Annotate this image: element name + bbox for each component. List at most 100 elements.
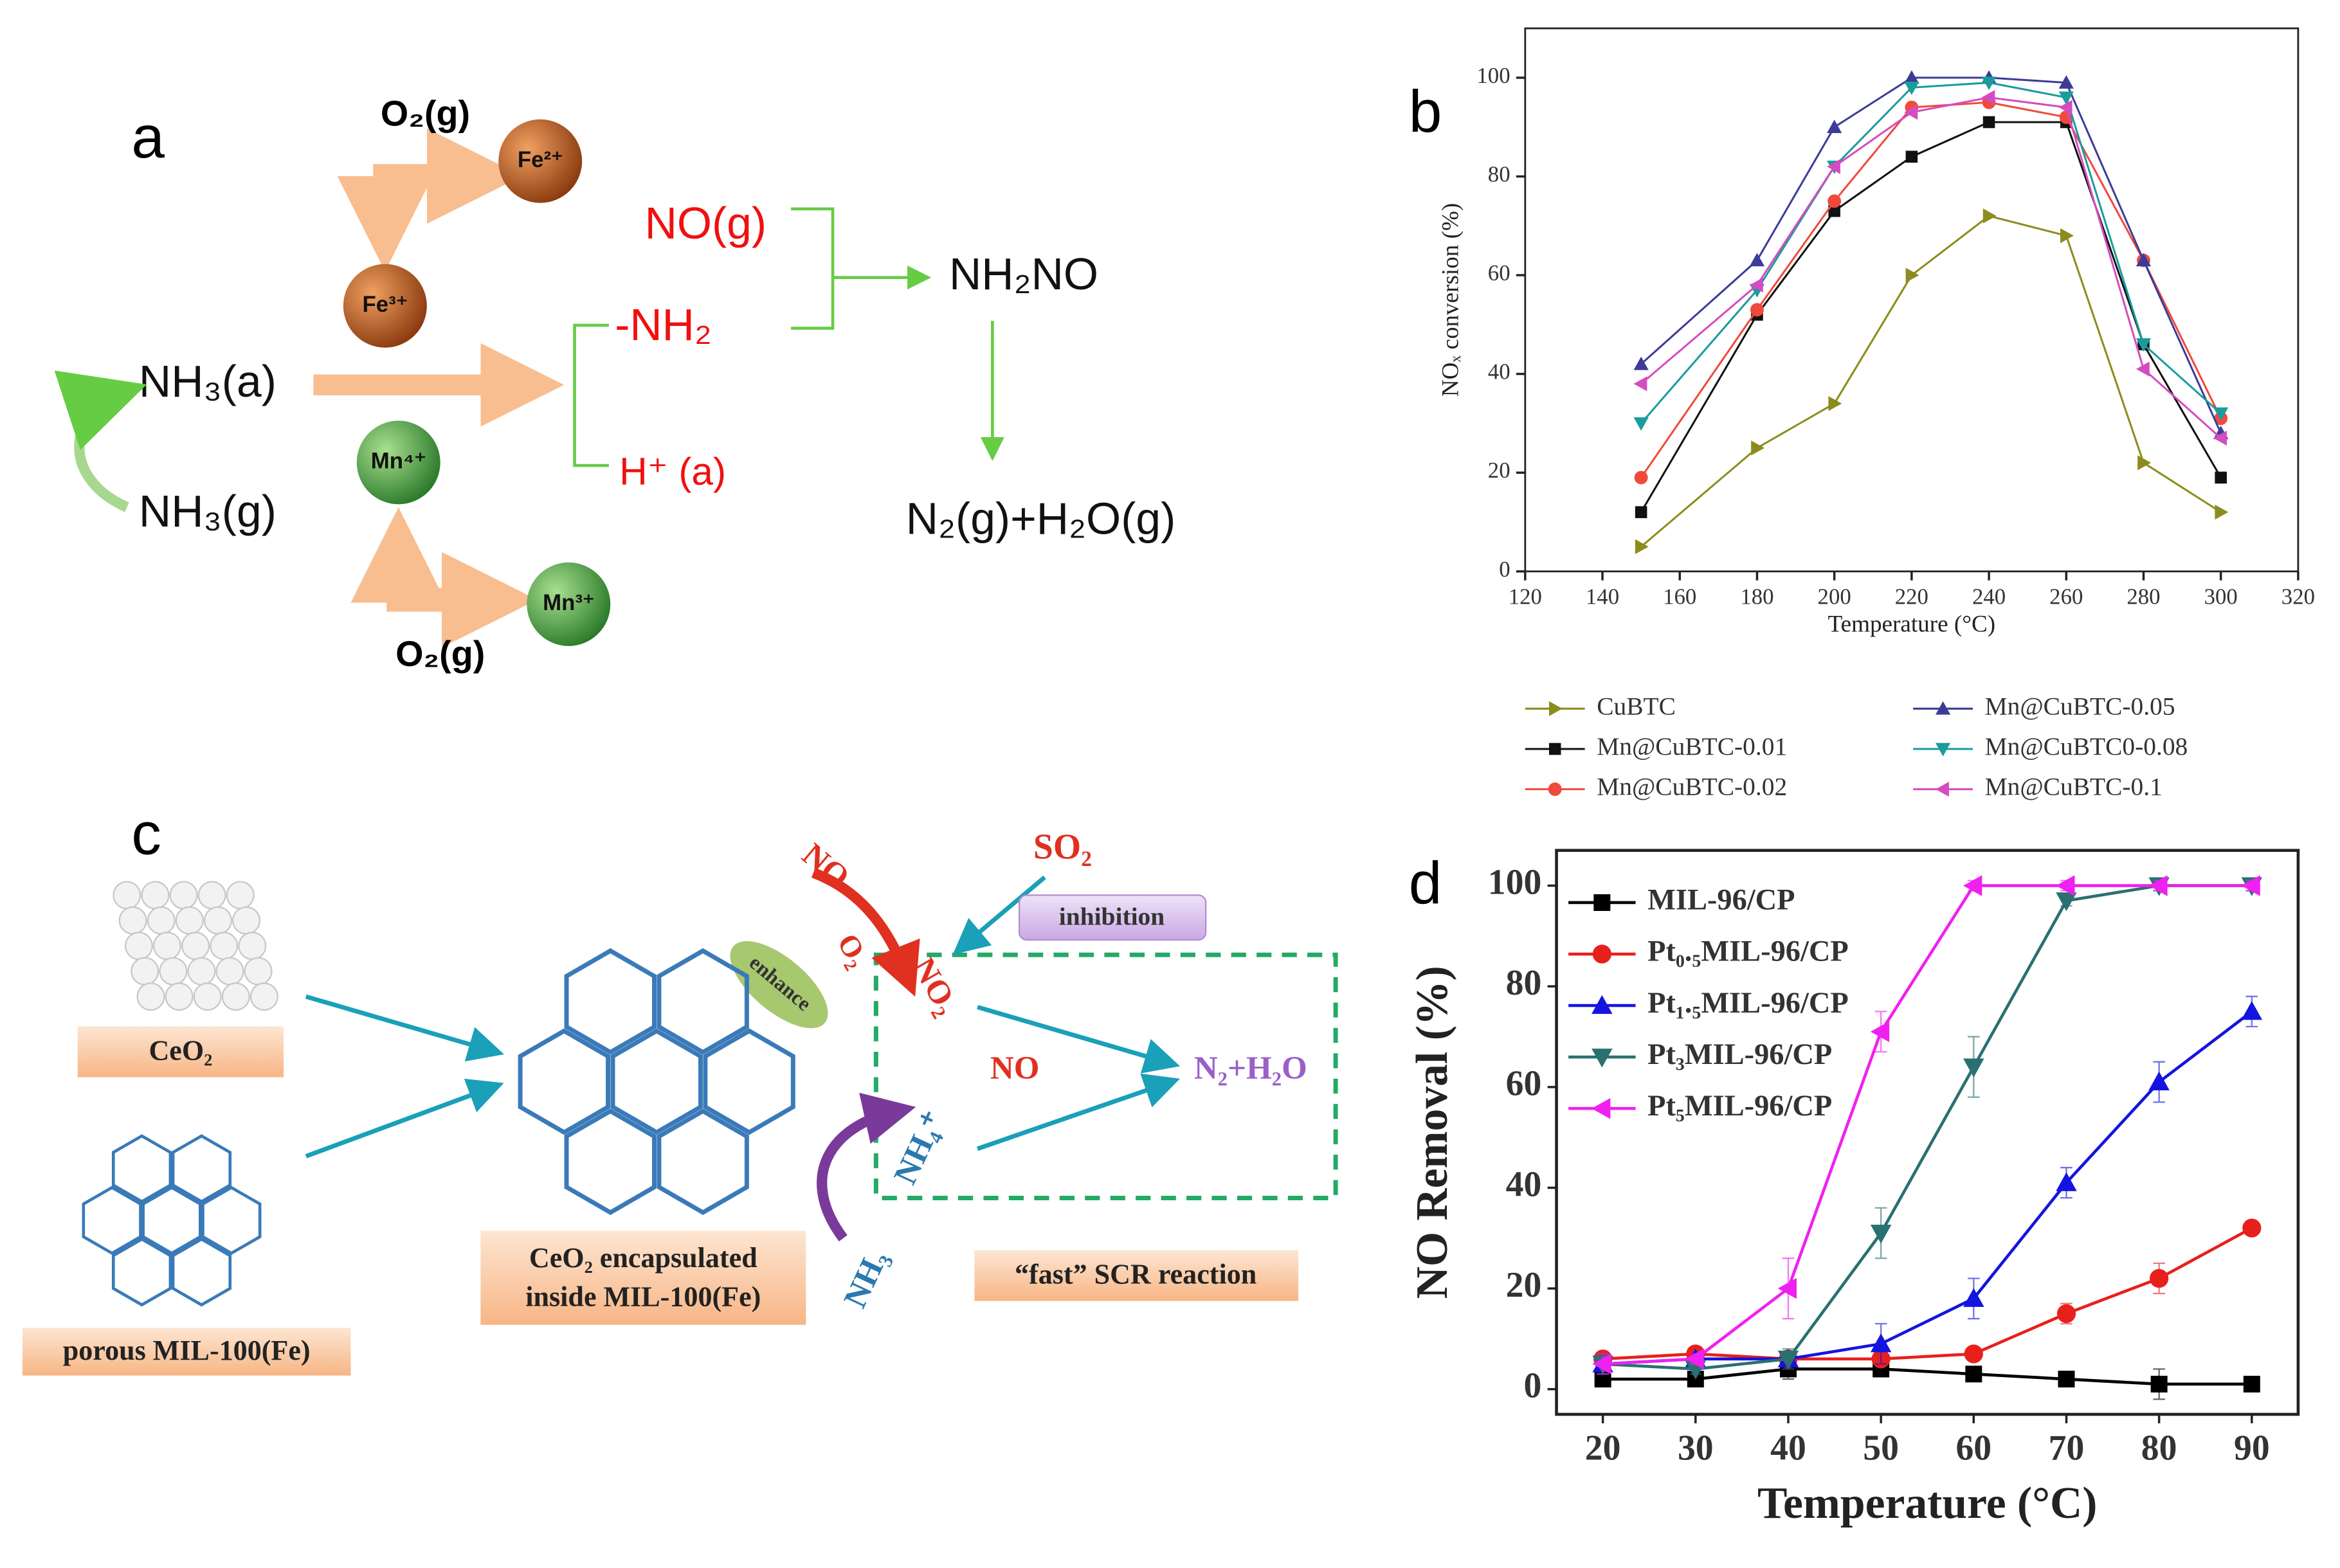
marker (2150, 1268, 2169, 1288)
series-line (1640, 101, 2222, 478)
arrow (305, 1078, 504, 1158)
arrow (952, 875, 1046, 955)
framework (564, 948, 657, 1055)
marker (1750, 303, 1764, 317)
legend-marker (1548, 701, 1563, 716)
panel-label: a (131, 104, 165, 170)
legend-marker (1592, 1097, 1611, 1119)
framework (111, 1237, 172, 1307)
x-tick-label: 320 (2281, 584, 2315, 609)
marker (2213, 407, 2229, 421)
legend-marker (1592, 944, 1611, 964)
series-line (1640, 215, 2222, 548)
sphere (181, 932, 210, 960)
sphere (175, 906, 204, 935)
marker (1965, 1365, 1982, 1383)
y-tick-label: 20 (1506, 1265, 1542, 1305)
sphere (215, 957, 244, 986)
species: NO(g) (645, 198, 766, 248)
legend-label: CuBTC (1597, 692, 1676, 720)
legend-marker (1592, 995, 1613, 1014)
y-tick-label: 0 (1523, 1366, 1541, 1406)
marker (1827, 159, 1840, 174)
y-tick-label: 20 (1488, 458, 1510, 483)
label: inhibition (1059, 903, 1165, 931)
sphere (210, 932, 239, 960)
marker (2150, 1375, 2168, 1392)
legend-label: Mn@CuBTC-0.01 (1597, 732, 1787, 761)
label-box (1018, 894, 1207, 941)
x-tick-label: 120 (1509, 584, 1542, 609)
species: NH₄⁺ (887, 1105, 952, 1189)
marker (1633, 356, 1649, 370)
arrow (373, 128, 523, 246)
framework (201, 1185, 262, 1256)
legend-label: Mn@CuBTC-0.02 (1597, 773, 1787, 801)
series-line (1640, 121, 2222, 513)
series-line (1602, 1227, 2253, 1361)
framework (703, 1028, 795, 1135)
ion-label: Fe²⁺ (518, 147, 563, 172)
ion-sphere (527, 562, 611, 646)
marker (2058, 100, 2072, 115)
legend-label: Mn@CuBTC0-0.08 (1985, 732, 2188, 761)
series-line (1602, 884, 2252, 1371)
marker (1828, 194, 1842, 208)
panel-label: d (1409, 849, 1442, 916)
legend-marker (1548, 743, 1561, 755)
ion-sphere (343, 264, 427, 348)
sphere (124, 932, 153, 960)
x-tick-label: 300 (2204, 584, 2238, 609)
arrow (305, 994, 504, 1062)
sphere (131, 957, 159, 986)
marker (2243, 1375, 2260, 1392)
bracket (791, 207, 835, 330)
ion-label: Fe³⁺ (363, 292, 408, 317)
sphere (169, 881, 198, 910)
marker (2215, 471, 2227, 484)
marker (2242, 1218, 2262, 1238)
series-line (1640, 77, 2222, 434)
marker (2137, 455, 2152, 471)
sphere (118, 906, 147, 935)
marker (1904, 70, 1919, 84)
marker (1827, 120, 1842, 133)
marker (1749, 253, 1765, 267)
y-tick-label: 40 (1488, 359, 1510, 384)
marker (1982, 116, 1995, 129)
marker (1870, 1225, 1892, 1244)
ion-label: Mn³⁺ (543, 590, 594, 615)
reaction-box (873, 952, 1338, 1200)
y-axis-label: NOₓ conversion (%) (1438, 203, 1464, 397)
species: O₂(g) (381, 94, 470, 134)
marker (2136, 338, 2152, 352)
marker (1828, 396, 1842, 411)
x-tick-label: 240 (1972, 584, 2006, 609)
y-tick-label: 80 (1488, 161, 1510, 186)
sphere (193, 982, 222, 1011)
marker (2060, 228, 2074, 244)
sphere (141, 881, 170, 910)
y-tick-label: 40 (1506, 1164, 1542, 1204)
legend-label: Pt₅MIL-96/CP (1647, 1090, 1832, 1122)
x-axis-label: Temperature (°C) (1828, 611, 1996, 638)
framework (171, 1134, 232, 1203)
y-tick-label: 100 (1476, 63, 1510, 88)
series-line (1640, 82, 2222, 424)
sphere (147, 906, 176, 935)
marker (1634, 471, 1648, 485)
x-axis-label: Temperature (°C) (1757, 1479, 2098, 1528)
bracket (573, 323, 609, 467)
marker (1828, 204, 1840, 217)
legend-marker (1935, 701, 1951, 715)
x-tick-label: 160 (1663, 584, 1696, 609)
sphere (226, 881, 255, 910)
marker (2148, 1071, 2170, 1091)
framework (657, 1108, 749, 1216)
x-tick-label: 20 (1585, 1428, 1621, 1468)
species: -NH₂ (615, 300, 712, 350)
x-tick-label: 70 (2049, 1428, 2085, 1468)
arrow (977, 1005, 1181, 1074)
